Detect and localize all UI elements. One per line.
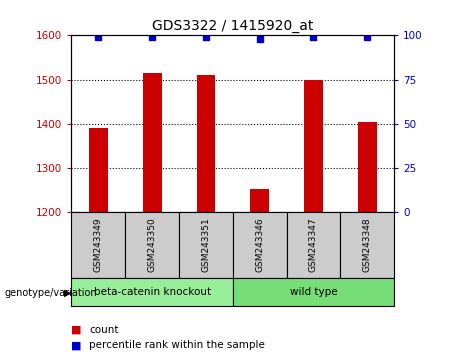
Bar (143, 73, 161, 212)
Text: GSM243348: GSM243348 (363, 218, 372, 272)
Bar (233, 278, 394, 306)
Text: GSM243347: GSM243347 (309, 218, 318, 272)
Bar (179, 212, 233, 278)
Text: genotype/variation: genotype/variation (5, 288, 97, 298)
Text: ■: ■ (71, 325, 82, 335)
Text: GSM243350: GSM243350 (148, 218, 157, 272)
Bar (89, 128, 108, 212)
Text: GSM243351: GSM243351 (201, 218, 210, 272)
Bar (233, 212, 287, 278)
Bar (340, 212, 394, 278)
Bar (287, 212, 340, 278)
Bar (125, 212, 179, 278)
Bar (196, 75, 215, 212)
Bar (304, 80, 323, 212)
Bar (71, 278, 233, 306)
Bar (250, 189, 269, 212)
Title: GDS3322 / 1415920_at: GDS3322 / 1415920_at (152, 19, 313, 33)
Bar (358, 122, 377, 212)
Text: count: count (89, 325, 118, 335)
Bar (71, 212, 125, 278)
Text: GSM243349: GSM243349 (94, 218, 103, 272)
Text: ▶: ▶ (64, 288, 71, 298)
Text: GSM243346: GSM243346 (255, 218, 264, 272)
Text: wild type: wild type (290, 287, 337, 297)
Text: beta-catenin knockout: beta-catenin knockout (94, 287, 211, 297)
Text: percentile rank within the sample: percentile rank within the sample (89, 340, 265, 350)
Text: ■: ■ (71, 340, 82, 350)
